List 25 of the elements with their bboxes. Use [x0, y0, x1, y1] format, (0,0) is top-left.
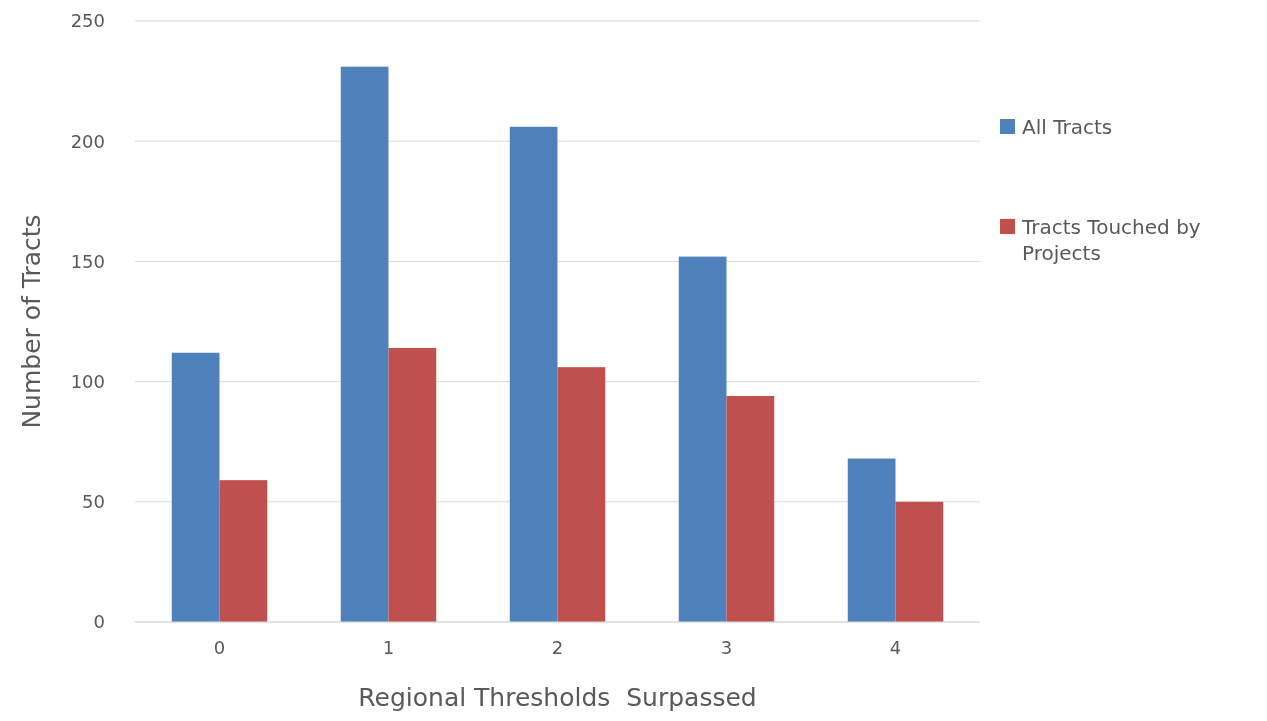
bar [509, 126, 558, 622]
x-tick-label: 4 [889, 637, 902, 658]
y-tick-label: 250 [70, 10, 105, 32]
bar [388, 347, 437, 622]
bar [219, 480, 268, 622]
bar [847, 458, 896, 622]
y-tick-label: 0 [93, 611, 105, 633]
x-axis-title: Regional Thresholds Surpassed [358, 683, 757, 712]
y-tick-label: 150 [70, 250, 105, 272]
y-axis-title: Number of Tracts [17, 214, 46, 429]
x-tick-label: 0 [213, 637, 226, 658]
legend-label: Tracts Touched by Projects [1021, 215, 1201, 265]
bar [340, 66, 389, 622]
bar [171, 352, 220, 622]
x-tick-label: 2 [551, 637, 564, 658]
legend-label: All Tracts [1022, 115, 1113, 139]
bar [557, 367, 606, 622]
y-tick-label: 200 [70, 130, 105, 152]
y-tick-label: 50 [82, 491, 105, 513]
bar [726, 396, 775, 622]
bar [678, 256, 727, 622]
x-tick-label: 3 [720, 637, 733, 658]
y-tick-label: 100 [70, 370, 105, 392]
x-tick-label: 1 [382, 637, 395, 658]
bar [895, 501, 944, 622]
